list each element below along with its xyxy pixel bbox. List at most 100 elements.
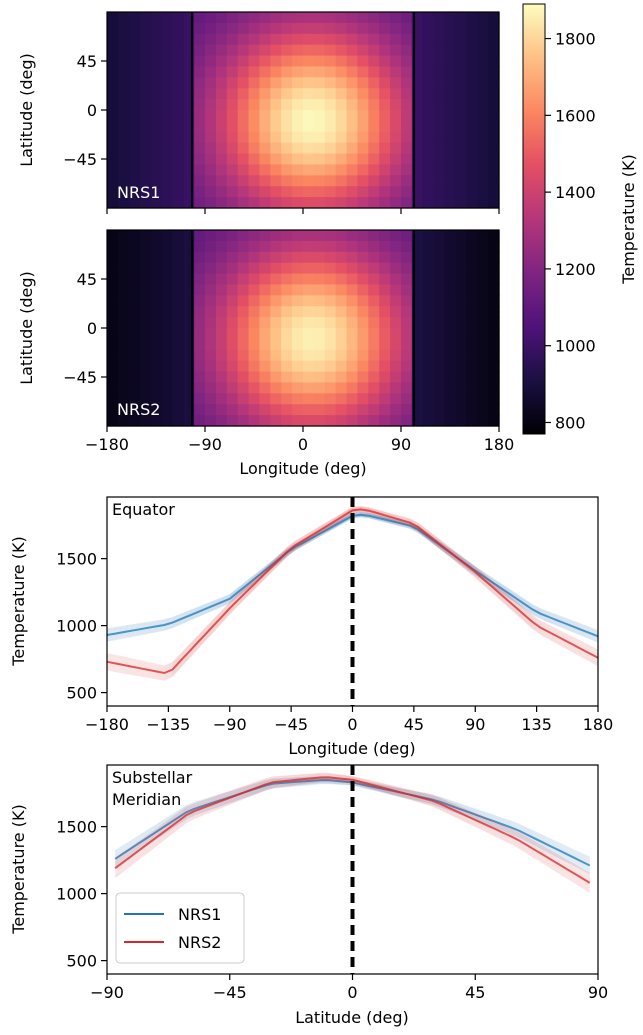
heatmap-cell [422, 262, 435, 275]
heatmap-cell [313, 22, 326, 35]
heatmap-cell [379, 273, 391, 286]
x-tick-label: 0 [298, 435, 308, 454]
heatmap-cell [433, 328, 446, 340]
heatmap-cell [379, 77, 391, 89]
heatmap-cell [368, 99, 380, 111]
heatmap-cell [237, 393, 250, 405]
heatmap-cell [422, 131, 435, 144]
heatmap-cell [368, 230, 380, 242]
heatmap-cell [466, 382, 478, 394]
heatmap-cell [466, 328, 478, 340]
heatmap-cell [401, 142, 413, 155]
heatmap-cell [172, 360, 184, 373]
heatmap-cell [390, 66, 402, 78]
heatmap-cell [433, 131, 446, 144]
heatmap-cell [161, 328, 173, 340]
heatmap-cell [139, 273, 152, 286]
heatmap-cell [161, 273, 173, 286]
heatmap-cell [128, 349, 141, 362]
heatmap-cell [237, 66, 250, 78]
heatmap-cell [139, 164, 152, 176]
heatmap-cell [183, 164, 195, 176]
heatmap-cell [444, 393, 457, 405]
heatmap-cell [368, 66, 380, 78]
series-realisation-nrs2 [114, 774, 591, 877]
heatmap-cell [237, 88, 250, 100]
heatmap-cell [172, 77, 184, 89]
heatmap-cell [215, 55, 228, 68]
heatmap-cell [411, 306, 424, 318]
heatmap-cell [368, 186, 380, 198]
heatmap-cell [150, 22, 163, 35]
heatmap-cell [335, 328, 348, 340]
heatmap-cell [466, 317, 478, 329]
heatmap-cell [128, 44, 141, 57]
heatmap-cell [313, 328, 326, 340]
heatmap-cell [488, 251, 500, 264]
heatmap-cell [422, 317, 435, 329]
meridian-tag-line1: Substellar [112, 768, 193, 787]
heatmap-cell [313, 33, 326, 46]
heatmap-cell [259, 317, 271, 329]
heatmap-cell [205, 110, 217, 122]
heatmap-cell [205, 393, 217, 405]
heatmap-cell [226, 262, 239, 275]
heatmap-cell [226, 338, 239, 351]
heatmap-cell [205, 349, 217, 362]
heatmap-cell [270, 164, 282, 176]
heatmap-cell [139, 317, 152, 329]
heatmap-cell [488, 120, 500, 133]
heatmap-cell [237, 371, 250, 384]
heatmap-cell [128, 175, 141, 187]
heatmap-cell [390, 12, 402, 24]
heatmap-cell [466, 404, 478, 416]
x-tick-label: 45 [404, 715, 424, 734]
heatmap-cell [183, 131, 195, 144]
heatmap-cell [292, 251, 304, 264]
heatmap-cell [466, 349, 478, 362]
heatmap-cell [259, 153, 271, 166]
heatmap-cell [139, 77, 152, 89]
heatmap-cell [324, 273, 337, 286]
heatmap-cell [237, 230, 250, 242]
heatmap-cell [194, 240, 206, 253]
heatmap-cell [183, 22, 195, 35]
heatmap-cell [139, 306, 152, 318]
heatmap-cell [379, 120, 391, 133]
heatmap-cell [466, 142, 478, 155]
heatmap-cell [107, 306, 119, 318]
heatmap-cell [194, 164, 206, 176]
heatmap-cell [444, 317, 457, 329]
heatmap-cell [172, 120, 184, 133]
heatmap-cell [379, 262, 391, 275]
heatmap-cell [270, 415, 282, 427]
heatmap-cell [215, 240, 228, 253]
heatmap-cell [117, 230, 130, 242]
heatmap-cell [215, 12, 228, 24]
heatmap-cell [433, 382, 446, 394]
heatmap-cell [259, 262, 271, 275]
heatmap-cell [194, 120, 206, 133]
heatmap-cell [161, 360, 173, 373]
heatmap-cell [488, 306, 500, 318]
heatmap-cell [422, 55, 435, 68]
heatmap-cell [128, 120, 141, 133]
heatmap-cell [215, 22, 228, 35]
heatmap-cell [411, 33, 424, 46]
heatmap-cell [237, 197, 250, 209]
heatmap-cell [161, 66, 173, 78]
heatmap-cell [117, 55, 130, 68]
heatmap-cell [183, 328, 195, 340]
heatmap-cell [422, 22, 435, 35]
heatmap-cell [313, 164, 326, 176]
heatmap-cell [107, 240, 119, 253]
heatmap-cell [313, 230, 326, 242]
heatmap-cell [444, 338, 457, 351]
heatmap-cell [194, 99, 206, 111]
heatmap-cell [324, 360, 337, 373]
x-tick-label: 180 [484, 435, 515, 454]
heatmap-cell [205, 88, 217, 100]
heatmap-cell [346, 88, 359, 100]
heatmap-cell [346, 66, 359, 78]
heatmap-cell [346, 120, 359, 133]
